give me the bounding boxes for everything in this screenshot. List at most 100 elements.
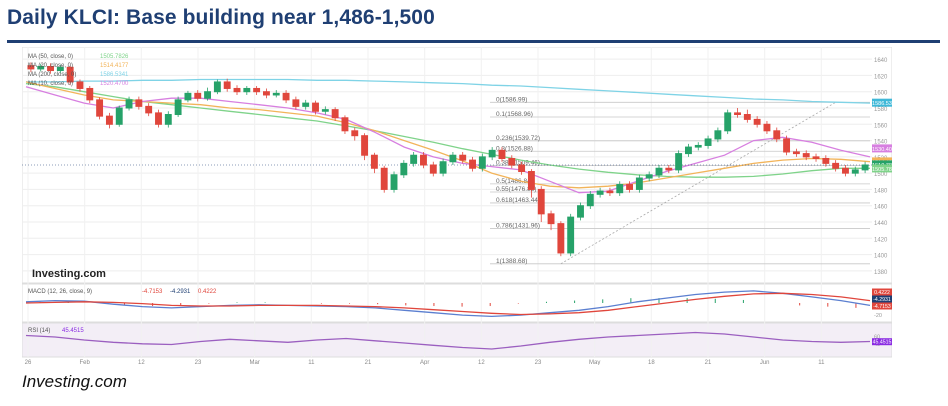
macd-tag-bg	[872, 288, 892, 296]
candle-body	[351, 130, 359, 137]
price-tag-bg	[872, 164, 892, 173]
ma200-line	[26, 78, 871, 104]
page-title: Daily KLCI: Base building near 1,486-1,5…	[7, 6, 435, 29]
price-tag-label: 1505.78	[872, 167, 892, 173]
candle-body	[537, 188, 545, 215]
candle-body	[792, 151, 800, 155]
candle-body	[174, 99, 182, 116]
candle-body	[125, 99, 133, 109]
x-tick-label: 23	[535, 360, 542, 365]
fib-trend-line	[560, 101, 836, 265]
candle-body	[233, 87, 241, 93]
ma-legend-label: MA (200, close, 0)	[28, 72, 76, 78]
ma20-line	[25, 81, 871, 189]
price-y-tick-label: 1560	[874, 123, 888, 129]
x-tick-label: Mar	[249, 360, 259, 365]
rsi-tag-label: 45.4515	[873, 340, 892, 346]
ma-legend-value: 1520.4700	[100, 81, 129, 87]
macd-tag-label: -4.2931	[873, 297, 891, 303]
candle-body	[312, 102, 319, 112]
price-tag-label: 1530.40	[872, 147, 892, 153]
price-y-tick-label: 1440	[874, 221, 888, 227]
candle-body	[105, 115, 113, 125]
candle-body	[469, 159, 476, 169]
fib-level-label: 0.236(1539.72)	[496, 135, 540, 142]
candle-body	[341, 117, 349, 132]
macd-legend-value: -4.2931	[170, 289, 191, 295]
candle-body	[724, 112, 732, 132]
fib-level-label: 1(1388.68)	[496, 258, 527, 265]
candle-body	[390, 174, 398, 190]
candle-body	[704, 138, 712, 146]
candle-body	[635, 177, 643, 190]
candle-body	[832, 162, 840, 169]
source-label: Investing.com	[22, 372, 127, 391]
candle-body	[184, 92, 192, 101]
candle-body	[282, 92, 290, 101]
candle-body	[577, 205, 584, 218]
candle-body	[557, 223, 565, 254]
candle-body	[204, 91, 212, 99]
klci-chart[interactable]: 0(1586.99) 0.1(1568.96) 0.236(1539.72) 0.3(…	[21, 46, 893, 366]
ma-legend-label: MA (20, close, 0)	[28, 63, 73, 69]
candle-body	[665, 167, 673, 171]
price-y-tick-label: 1620	[874, 74, 888, 80]
fib-level-label: 0.1(1568.96)	[496, 111, 533, 118]
x-tick-label: 18	[648, 360, 655, 365]
candle-body	[734, 112, 741, 116]
candle-body	[753, 118, 761, 125]
candle-body	[616, 184, 624, 194]
x-tick-label: 11	[818, 360, 825, 365]
candle-body	[527, 171, 535, 190]
x-tick-label: 12	[138, 360, 145, 365]
ma-legend-value: 1586.5341	[100, 72, 129, 78]
candle-body	[694, 144, 702, 148]
macd-tag-bg	[872, 302, 892, 310]
macd-tag-label: 0.4222	[874, 290, 890, 296]
candle-body	[567, 216, 575, 254]
rsi-legend-label: RSI (14)	[28, 328, 50, 334]
candle-body	[449, 154, 457, 163]
candle-body	[400, 162, 408, 176]
candle-body	[302, 102, 310, 107]
price-y-tick-label: 1380	[874, 270, 888, 276]
fib-level-label: 0.786(1431.96)	[496, 223, 540, 230]
macd-tag-bg	[872, 295, 892, 303]
candle-body	[66, 66, 74, 83]
candle-body	[773, 130, 781, 140]
candle-body	[213, 81, 221, 93]
candle-body	[763, 123, 771, 132]
candle-body	[518, 164, 526, 173]
x-tick-label: 26	[25, 360, 32, 365]
candle-body	[361, 135, 369, 156]
candle-body	[498, 149, 506, 159]
candle-body	[420, 154, 427, 166]
fib-level-label: 0.55(1476.82)	[496, 186, 536, 193]
macd-panel-bg	[21, 283, 893, 323]
price-y-tick-label: 1540	[874, 140, 888, 146]
candle-body	[115, 107, 123, 125]
rsi-y-tick-label: 60	[874, 334, 880, 340]
rsi-line	[25, 331, 871, 350]
candle-body	[596, 190, 604, 195]
x-tick-label: 21	[705, 360, 712, 365]
price-y-tick-label: 1600	[874, 91, 888, 97]
price-y-tick-label: 1400	[874, 254, 888, 260]
fib-level-label: 0(1586.99)	[496, 96, 527, 103]
x-tick-label: May	[589, 360, 600, 365]
candle-body	[76, 81, 84, 89]
macd-legend-value: -4.7153	[142, 289, 163, 295]
candle-body	[508, 157, 516, 166]
ma-legend-label: MA (50, close, 0)	[28, 54, 73, 60]
ma-legend-label: MA (10, close, 0)	[28, 81, 73, 87]
candle-body	[645, 174, 653, 179]
price-tag-bg	[872, 144, 892, 153]
candle-body	[155, 112, 162, 125]
investing-watermark: Investing.com	[32, 268, 106, 280]
candle-body	[861, 164, 869, 171]
candle-body	[802, 153, 810, 158]
candle-body	[380, 167, 388, 190]
rsi-legend-value: 45.4515	[62, 328, 84, 334]
candle-body	[164, 114, 172, 125]
x-tick-label: 23	[195, 360, 202, 365]
